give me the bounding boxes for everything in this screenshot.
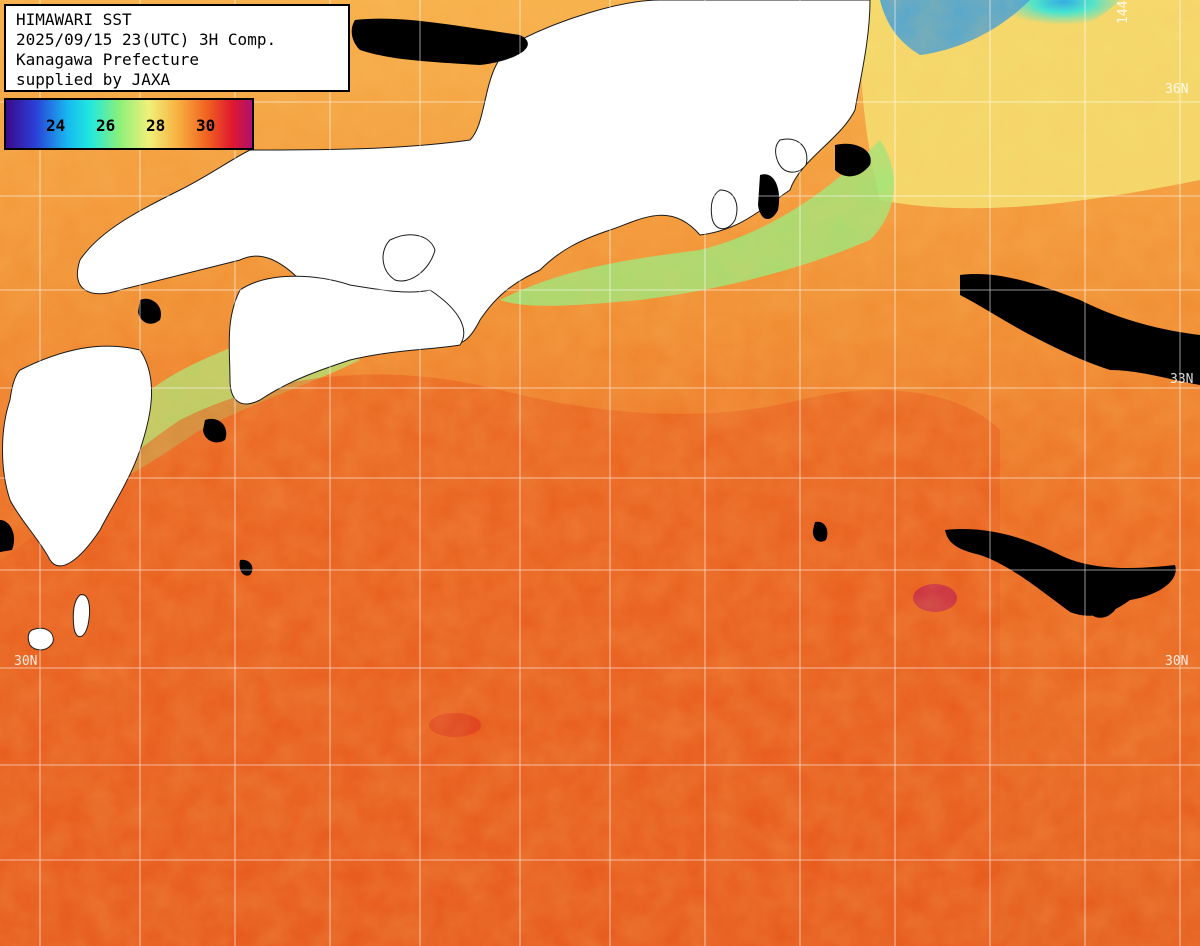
cloud-coast-2 — [758, 174, 780, 220]
yakushima-island — [27, 627, 54, 651]
cloud-north — [351, 18, 528, 66]
cloud-mask — [0, 18, 1200, 618]
cloud-coast-1 — [835, 143, 871, 177]
cloud-small-3 — [0, 520, 15, 552]
cloud-east-1 — [960, 274, 1200, 385]
cloud-small-4 — [239, 559, 253, 576]
lat-label-33n: 33N — [1170, 372, 1194, 387]
lat-label-30n-left: 30N — [14, 654, 38, 669]
temperature-legend: 24 26 28 30 — [4, 98, 254, 150]
map-title: HIMAWARI SST — [16, 10, 132, 29]
cloud-small-2 — [1085, 579, 1116, 618]
lat-label-30n-right: 30N — [1165, 654, 1189, 669]
legend-tick-30: 30 — [196, 116, 216, 135]
shikoku-land — [228, 275, 465, 405]
boso-peninsula — [775, 138, 808, 173]
legend-tick-24: 24 — [46, 116, 66, 135]
kii-peninsula — [382, 234, 436, 282]
map-prefecture: Kanagawa Prefecture — [16, 50, 200, 69]
lon-label-144e: 144E — [1116, 0, 1131, 24]
cloud-small-1 — [812, 521, 828, 542]
map-datetime: 2025/09/15 23(UTC) 3H Comp. — [16, 30, 277, 49]
map-credit: supplied by JAXA — [16, 70, 171, 89]
info-panel: HIMAWARI SST 2025/09/15 23(UTC) 3H Comp.… — [4, 4, 350, 92]
izu-peninsula — [710, 189, 738, 230]
legend-tick-26: 26 — [96, 116, 116, 135]
lat-label-36n: 36N — [1165, 82, 1189, 97]
legend-tick-28: 28 — [146, 116, 166, 135]
cloud-south-kyushu — [203, 418, 227, 443]
cloud-shikoku — [138, 298, 161, 324]
tanegashima-island — [72, 594, 91, 638]
cloud-east-2 — [945, 529, 1176, 616]
